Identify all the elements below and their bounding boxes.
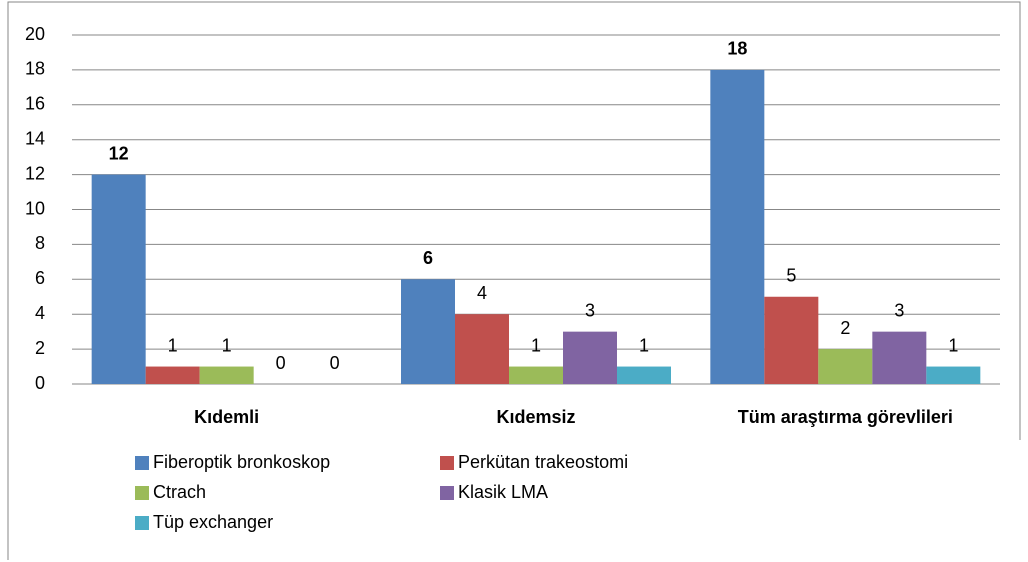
legend-swatch xyxy=(440,456,454,470)
legend-swatch xyxy=(135,486,149,500)
bar xyxy=(710,69,765,385)
x-tick-label: Kıdemli xyxy=(194,407,259,427)
data-label: 1 xyxy=(531,335,541,355)
bar xyxy=(818,349,873,384)
x-tick-label: Tüm araştırma görevlileri xyxy=(738,407,953,427)
data-label: 5 xyxy=(786,266,796,286)
data-label: 18 xyxy=(727,39,747,59)
y-tick-label: 16 xyxy=(25,94,45,114)
legend-swatch xyxy=(135,516,149,530)
data-label: 3 xyxy=(894,300,904,320)
data-label: 1 xyxy=(168,335,178,355)
bar xyxy=(145,366,200,384)
legend-swatch xyxy=(135,456,149,470)
chart-border xyxy=(7,1,1021,560)
data-label: 3 xyxy=(585,300,595,320)
bar xyxy=(617,366,671,384)
data-label: 6 xyxy=(423,248,433,268)
data-label: 0 xyxy=(276,353,286,373)
y-tick-label: 12 xyxy=(25,163,45,183)
bar xyxy=(401,279,455,384)
y-tick-label: 4 xyxy=(35,303,45,323)
bar xyxy=(764,296,819,384)
legend-label: Ctrach xyxy=(153,482,206,502)
data-label: 1 xyxy=(948,335,958,355)
bar xyxy=(455,314,509,384)
data-label: 1 xyxy=(222,335,232,355)
x-tick-label: Kıdemsiz xyxy=(496,407,575,427)
legend-label: Perkütan trakeostomi xyxy=(458,452,628,472)
y-tick-label: 10 xyxy=(25,198,45,218)
data-label: 1 xyxy=(639,335,649,355)
y-tick-label: 8 xyxy=(35,233,45,253)
bar xyxy=(563,331,617,384)
bar xyxy=(926,366,981,384)
bar xyxy=(91,174,146,384)
bar xyxy=(199,366,254,384)
y-tick-label: 6 xyxy=(35,268,45,288)
legend-swatch xyxy=(440,486,454,500)
y-tick-label: 0 xyxy=(35,373,45,393)
y-tick-label: 14 xyxy=(25,128,45,148)
data-label: 2 xyxy=(840,318,850,338)
bar xyxy=(872,331,927,384)
data-label: 0 xyxy=(330,353,340,373)
data-label: 12 xyxy=(109,143,129,163)
data-label: 4 xyxy=(477,283,487,303)
legend-label: Klasik LMA xyxy=(458,482,548,502)
legend-label: Fiberoptik bronkoskop xyxy=(153,452,330,472)
legend-label: Tüp exchanger xyxy=(153,512,273,532)
y-tick-label: 20 xyxy=(25,24,45,44)
bar xyxy=(509,366,563,384)
y-tick-label: 18 xyxy=(25,59,45,79)
y-tick-label: 2 xyxy=(35,338,45,358)
